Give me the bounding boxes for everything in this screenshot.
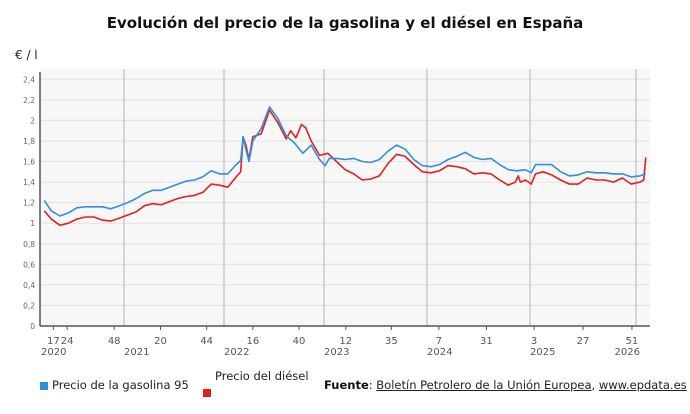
x-year-label: 2026 xyxy=(615,347,640,358)
x-tick-label: 48 xyxy=(108,336,121,347)
x-tick-label: 7 xyxy=(436,336,442,347)
y-tick-label: 1,4 xyxy=(23,178,35,187)
y-tick-label: 0,8 xyxy=(23,240,35,249)
x-tick-label: 17 xyxy=(47,336,60,347)
plot-area xyxy=(40,69,650,326)
x-year-label: 2025 xyxy=(530,347,555,358)
x-tick-label: 3 xyxy=(531,336,537,347)
y-tick-label: 1 xyxy=(30,219,35,228)
y-tick-label: 1,8 xyxy=(23,137,35,146)
chart-title: Evolución del precio de la gasolina y el… xyxy=(106,14,584,32)
y-tick-label: 0,2 xyxy=(23,301,35,310)
legend-item-diesel[interactable]: Precio del diésel xyxy=(203,369,309,397)
legend-label-diesel: Precio del diésel xyxy=(215,369,309,383)
source-link-epdata[interactable]: www.epdata.es xyxy=(598,378,687,392)
series-line-diesel xyxy=(43,109,647,227)
x-tick-label: 12 xyxy=(339,336,352,347)
x-tick-label: 31 xyxy=(480,336,493,347)
x-year-label: 2021 xyxy=(124,347,149,358)
source-label: Fuente xyxy=(324,378,369,392)
source-link-boletin[interactable]: Boletín Petrolero de la Unión Europea xyxy=(376,378,592,392)
x-tick-label: 44 xyxy=(200,336,213,347)
x-year-label: 2024 xyxy=(427,347,452,358)
y-tick-label: 0,6 xyxy=(23,260,35,269)
y-tick-label: 0,4 xyxy=(23,281,35,290)
x-year-label: 2022 xyxy=(224,347,249,358)
y-tick-label: 1,2 xyxy=(23,199,35,208)
y-tick-label: 2 xyxy=(30,116,35,125)
legend-swatch-gasolina xyxy=(40,381,48,390)
x-tick-label: 27 xyxy=(577,336,590,347)
y-tick-label: 2,2 xyxy=(23,96,35,105)
x-tick-label: 35 xyxy=(385,336,398,347)
legend-swatch-diesel xyxy=(203,389,211,397)
legend-label-gasolina: Precio de la gasolina 95 xyxy=(52,378,189,392)
x-year-label: 2023 xyxy=(324,347,349,358)
x-year-label: 2020 xyxy=(41,347,66,358)
x-tick-label: 40 xyxy=(293,336,306,347)
source-separator: , xyxy=(591,378,599,392)
series-line-gasolina xyxy=(43,106,647,217)
y-tick-label: 2,4 xyxy=(23,75,35,84)
y-tick-label: 0 xyxy=(30,322,35,331)
y-axis-label: € / l xyxy=(15,48,38,62)
y-tick-label: 1,6 xyxy=(23,158,35,167)
x-tick-label: 24 xyxy=(61,336,74,347)
x-tick-label: 16 xyxy=(246,336,259,347)
x-tick-label: 51 xyxy=(626,336,639,347)
x-tick-label: 20 xyxy=(154,336,167,347)
legend-item-gasolina[interactable]: Precio de la gasolina 95 xyxy=(40,378,189,392)
source-note: Fuente: Boletín Petrolero de la Unión Eu… xyxy=(324,378,687,392)
